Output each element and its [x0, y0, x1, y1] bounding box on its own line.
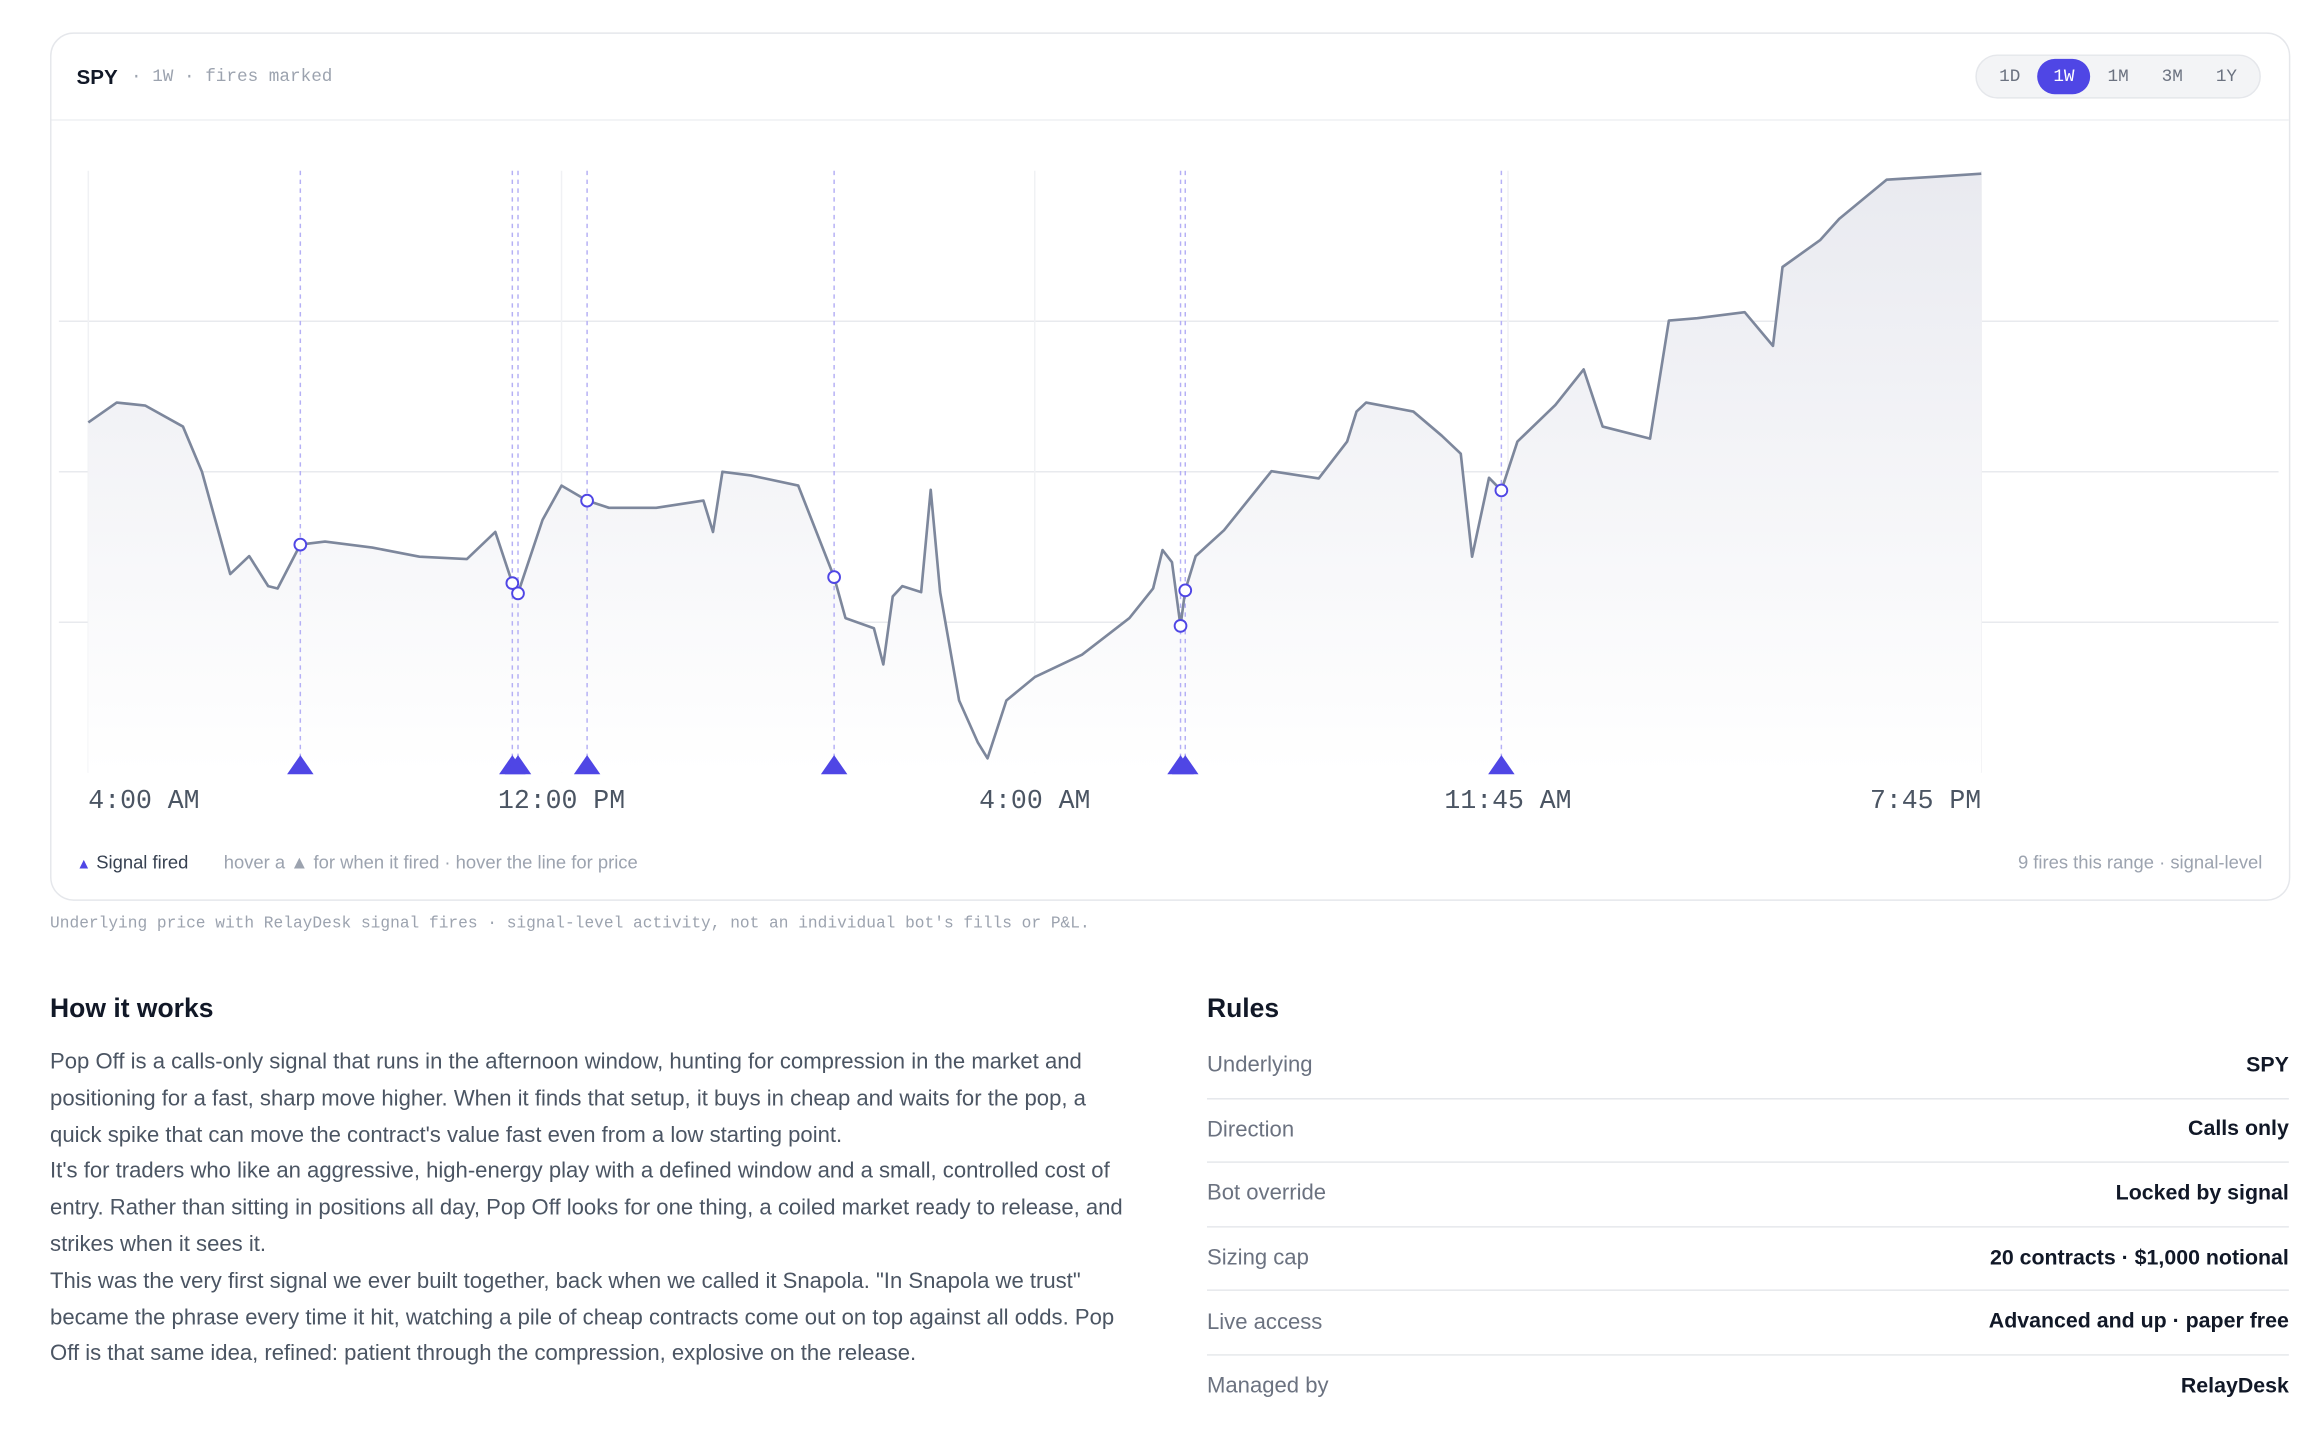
section-title: How it works	[50, 993, 214, 1023]
fire-point	[505, 576, 520, 590]
rule-label: Direction	[1206, 1117, 1295, 1143]
fire-marker[interactable]	[820, 755, 848, 775]
fire-point	[511, 586, 525, 601]
rule-row: Bot override Locked by signal	[1206, 1162, 2289, 1228]
caption: Underlying price with RelayDesk signal f…	[50, 915, 1090, 934]
paragraph: It's for traders who like an aggressive,…	[50, 1158, 1123, 1258]
subtitle: · 1W · fires marked	[131, 66, 333, 87]
hint: hover a ▲ for when it fired · hover the …	[223, 852, 638, 873]
x-tick-label: 4:00 AM	[979, 786, 1090, 816]
range-button[interactable]: 3M	[2161, 66, 2183, 87]
fire-marker[interactable]	[287, 755, 314, 775]
x-tick-label: 4:00 AM	[88, 786, 199, 816]
fire-point	[293, 537, 308, 552]
fire-marker[interactable]	[573, 755, 601, 775]
rule-value: SPY	[2246, 1053, 2289, 1078]
rule-label: Sizing cap	[1206, 1245, 1309, 1271]
rule-label: Live access	[1206, 1309, 1323, 1335]
area	[88, 173, 1982, 773]
fire-marker[interactable]	[504, 755, 532, 775]
range-button[interactable]: 1D	[1999, 66, 2021, 87]
range-button[interactable]: 1Y	[2215, 66, 2238, 87]
paragraph: Pop Off is a calls-only signal that runs…	[50, 1049, 1086, 1148]
x-tick-label: 12:00 PM	[498, 786, 625, 816]
symbol: SPY	[76, 64, 118, 89]
range-button[interactable]: 1W	[2037, 58, 2091, 95]
rule-value: Advanced and up · paper free	[1988, 1310, 2289, 1334]
rule-row: Live access Advanced and up · paper free	[1206, 1290, 2289, 1356]
fire-point	[1173, 619, 1188, 633]
fire-point	[1494, 483, 1509, 498]
x-tick-label: 11:45 AM	[1444, 786, 1571, 816]
fire-marker[interactable]	[1488, 755, 1515, 775]
chart: 4:00 AM 12:00 PM 4:00 AM 11:45 AM 7:45 PM	[58, 170, 2279, 816]
fire-point	[1178, 583, 1193, 598]
rule-row: Underlying SPY	[1206, 1033, 2289, 1099]
rule-label: Underlying	[1206, 1052, 1313, 1078]
description: Pop Off is a calls-only signal that runs…	[50, 1045, 1132, 1373]
fire-point	[580, 493, 594, 508]
section-title: Rules	[1206, 993, 1280, 1023]
footer-note: 9 fires this range · signal-level	[2017, 852, 2263, 873]
legend-label: Signal fired	[96, 852, 189, 873]
range-selector: 1D 1W 1M 3M 1Y	[1975, 54, 2261, 99]
rule-value: 20 contracts · $1,000 notional	[1989, 1246, 2289, 1270]
rule-value: RelayDesk	[2180, 1374, 2289, 1399]
fire-point	[827, 570, 841, 584]
rule-value: Locked by signal	[2115, 1181, 2289, 1206]
x-tick-label: 7:45 PM	[1870, 786, 1981, 816]
range-button[interactable]: 1M	[2107, 66, 2129, 87]
chart-card	[50, 32, 2291, 901]
rule-row: Managed by RelayDesk	[1207, 1354, 2289, 1418]
rule-row: Direction Calls only	[1206, 1097, 2289, 1164]
legend-marker: ▲	[76, 856, 92, 873]
rule-row: Sizing cap 20 contracts · $1,000 notional	[1206, 1226, 2289, 1292]
price-line	[87, 172, 1982, 760]
paragraph: This was the very first signal we ever b…	[50, 1268, 1115, 1367]
divider	[51, 119, 2289, 121]
rule-label: Bot override	[1206, 1181, 1327, 1207]
rule-label: Managed by	[1206, 1373, 1329, 1399]
rule-value: Calls only	[2188, 1117, 2289, 1142]
fire-marker[interactable]	[1172, 755, 1199, 775]
legend: ▲ Signal fired	[77, 852, 189, 873]
